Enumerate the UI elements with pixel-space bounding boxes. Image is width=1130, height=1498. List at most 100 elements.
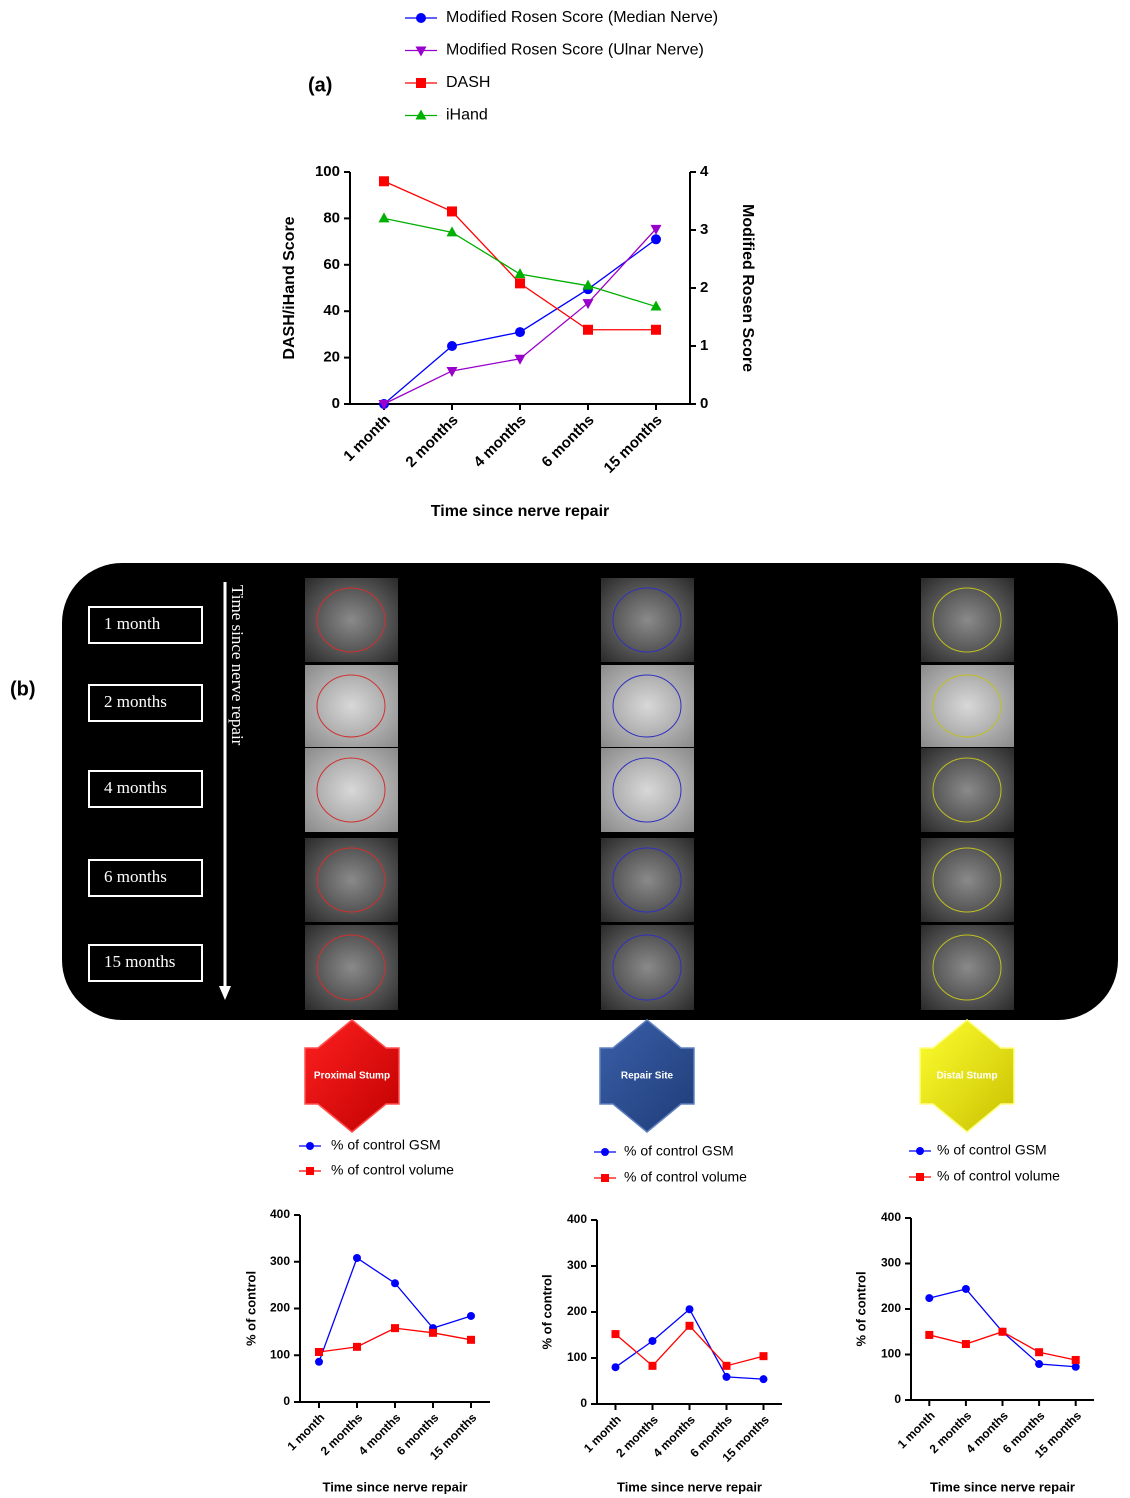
x-tick-label: 1 month (340, 412, 393, 465)
marker (391, 1324, 399, 1332)
legend-marker (416, 13, 426, 23)
marker (999, 1328, 1007, 1336)
marker (612, 1363, 620, 1371)
legend-label: iHand (446, 107, 488, 124)
series-line (319, 1258, 471, 1362)
marker (379, 212, 390, 222)
marker (723, 1362, 731, 1370)
x-tick-label: 6 months (538, 412, 597, 471)
marker (429, 1329, 437, 1337)
marker (649, 1362, 657, 1370)
x-axis-title: Time since nerve repair (431, 503, 609, 520)
ultrasound-image (921, 838, 1014, 922)
y-tick-label: 200 (270, 1301, 290, 1315)
x-tick-label: 15 months (601, 412, 666, 477)
ultrasound-image (601, 578, 694, 662)
marker (925, 1331, 933, 1339)
y-tick-label: 300 (881, 1256, 901, 1270)
page: (a) (b) Time since nerve repair 1 month2… (0, 0, 1130, 1498)
ultrasound-image (921, 748, 1014, 832)
time-axis-label: Time since nerve repair (228, 585, 247, 746)
marker (1072, 1363, 1080, 1371)
legend-marker (601, 1174, 609, 1182)
legend-marker (601, 1148, 609, 1156)
ultrasound-image (601, 838, 694, 922)
y-tick-label: 20 (323, 349, 340, 366)
y-tick-label: 40 (323, 302, 340, 319)
legend-label: % of control volume (624, 1169, 747, 1185)
marker (391, 1279, 399, 1287)
ultrasound-image (305, 748, 398, 832)
figure: (a) (b) Time since nerve repair 1 month2… (0, 0, 1130, 1498)
y-tick-label: 100 (270, 1347, 290, 1361)
marker (379, 176, 389, 186)
marker (651, 325, 661, 335)
legend-marker (916, 1173, 924, 1181)
series-line (384, 218, 656, 306)
marker (686, 1305, 694, 1313)
marker (583, 299, 594, 309)
y-tick-label: 100 (315, 163, 340, 180)
x-axis-title: Time since nerve repair (617, 1479, 762, 1494)
panel-label: (b) (10, 678, 36, 700)
ultrasound-image (601, 665, 694, 747)
site-label: Distal Stump (936, 1071, 997, 1082)
marker (686, 1322, 694, 1330)
marker (583, 325, 593, 335)
series-line (384, 181, 656, 329)
marker (447, 206, 457, 216)
y2-tick-label: 1 (700, 337, 708, 354)
y2-axis-title: Modified Rosen Score (739, 204, 756, 372)
legend-marker (416, 47, 427, 57)
y-tick-label: 0 (332, 395, 340, 412)
legend-label: % of control GSM (624, 1143, 734, 1159)
marker (760, 1352, 768, 1360)
y-tick-label: 300 (270, 1254, 290, 1268)
x-axis-title: Time since nerve repair (930, 1479, 1075, 1494)
x-tick-label: 4 months (470, 412, 529, 471)
ultrasound-image (601, 925, 694, 1010)
y-tick-label: 100 (881, 1347, 901, 1361)
y-axis-title: DASH/iHand Score (281, 216, 298, 359)
y-tick-label: 300 (567, 1258, 587, 1272)
ultrasound-image (921, 925, 1014, 1010)
marker (925, 1294, 933, 1302)
marker (962, 1285, 970, 1293)
y-tick-label: 100 (567, 1350, 587, 1364)
ultrasound-image (305, 578, 398, 662)
marker (447, 367, 458, 377)
marker (447, 341, 457, 351)
y-tick-label: 0 (283, 1394, 290, 1408)
marker (353, 1343, 361, 1351)
time-point-label: 15 months (104, 952, 175, 971)
marker (315, 1358, 323, 1366)
marker (760, 1375, 768, 1383)
y-tick-label: 0 (580, 1396, 587, 1410)
x-tick-label: 2 months (402, 412, 461, 471)
marker (1072, 1356, 1080, 1364)
marker (353, 1254, 361, 1262)
y-tick-label: 80 (323, 209, 340, 226)
y-tick-label: 400 (881, 1210, 901, 1224)
marker (315, 1348, 323, 1356)
time-point-label: 2 months (104, 692, 167, 711)
y-tick-label: 0 (894, 1392, 901, 1406)
y-tick-label: 60 (323, 256, 340, 273)
panel-label: (a) (308, 74, 332, 96)
marker (962, 1340, 970, 1348)
marker (515, 278, 525, 288)
marker (612, 1330, 620, 1338)
marker (651, 234, 661, 244)
marker (515, 268, 526, 278)
series-line (616, 1326, 764, 1366)
ultrasound-image (921, 665, 1014, 747)
ultrasound-image (921, 578, 1014, 662)
site-label: Proximal Stump (314, 1071, 390, 1082)
y-tick-label: 200 (567, 1304, 587, 1318)
marker (515, 327, 525, 337)
ultrasound-image (305, 665, 398, 747)
y-axis-title: % of control (243, 1271, 258, 1346)
site-label: Repair Site (621, 1071, 674, 1082)
legend-marker (416, 110, 427, 120)
series-line (616, 1309, 764, 1379)
